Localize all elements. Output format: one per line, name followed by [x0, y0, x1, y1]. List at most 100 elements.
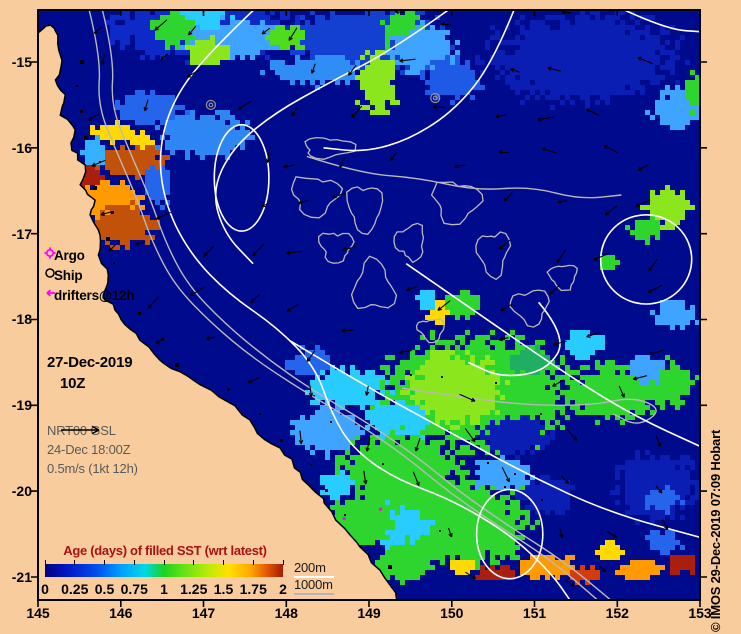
colorbar-gradient	[45, 564, 283, 577]
colorbar-tick	[133, 560, 135, 565]
map-plot-area	[38, 10, 700, 600]
sst-age-patch	[150, 10, 195, 50]
colorbar-tick-label: 0.5	[94, 581, 115, 597]
sst-age-patch	[115, 90, 190, 125]
colorbar-tick-label: 0.75	[120, 581, 148, 597]
sst-age-patch	[450, 560, 475, 575]
sst-age-patch	[145, 165, 170, 210]
colorbar-title: Age (days) of filled SST (wrt latest)	[63, 543, 267, 558]
reef-outline-contour	[304, 136, 357, 160]
argo-icon	[44, 247, 56, 259]
land-mass	[38, 24, 398, 600]
sea-level-contour	[467, 301, 561, 377]
lon-tick-label: 146	[109, 605, 133, 621]
legend-item-label: drifters@12h	[54, 287, 135, 303]
colorbar-tick-label: 1	[160, 581, 168, 597]
sea-level-contour	[323, 10, 515, 152]
depth-contour-sample-line	[294, 576, 334, 578]
colorbar-tick-label: 0	[41, 581, 49, 597]
sst-age-patch	[670, 555, 695, 575]
current-vector-arrows	[87, 10, 669, 587]
model-info-line: 24-Dec 18:00Z	[47, 442, 131, 457]
axis-ticks	[31, 10, 707, 607]
lon-tick-label: 151	[522, 605, 547, 621]
lon-tick-label: 153	[688, 605, 712, 621]
sst-age-patch	[260, 55, 360, 90]
lat-tick-label: -16	[11, 139, 32, 156]
colorbar-tick	[252, 560, 254, 565]
sst-age-patch	[475, 565, 515, 580]
model-block: NRT00 GSL 24-Dec 18:00Z 0.5m/s (1kt 12h)	[47, 421, 138, 478]
ship-icon	[45, 268, 55, 278]
lat-tick-label: -19	[11, 397, 32, 414]
reef-outline-contour	[546, 264, 579, 292]
lat-tick-label: -15	[11, 54, 32, 70]
sst-age-patch	[610, 450, 700, 525]
colorbar-tick	[104, 560, 105, 565]
sst-age-patch	[595, 540, 625, 560]
copyright-text: © IMOS 29-Dec-2019 07:09 Hobart	[708, 429, 723, 632]
sea-level-contour	[159, 10, 571, 600]
sst-age-patch	[565, 330, 605, 360]
legend-item-drifters-12h: drifters@12h	[42, 285, 135, 305]
colorbar-tick-label: 1.75	[239, 581, 267, 597]
bathymetry-contour	[88, 10, 599, 600]
sea-level-contour	[475, 488, 544, 580]
lat-tick-label: -18	[11, 311, 32, 328]
legend-item-argo: Argo	[42, 245, 85, 265]
lon-tick-label: 147	[191, 605, 216, 621]
depth-contour-legend: 200m 1000m	[294, 561, 334, 595]
lon-tick-label: 145	[26, 605, 50, 621]
reef-outline-contour	[346, 186, 384, 236]
ship-observation-marker	[205, 99, 217, 111]
reef-outline-contour	[415, 318, 445, 344]
legend-item-ship: Ship	[42, 265, 83, 285]
sst-age-patch	[475, 10, 690, 110]
analysis-time: 10Z	[60, 375, 86, 392]
reef-outline-contour	[317, 232, 355, 264]
sst-age-patch	[515, 475, 575, 515]
sea-level-contour	[213, 123, 270, 232]
bathymetry-contour	[101, 10, 612, 600]
colorbar-tick-label: 1.5	[213, 581, 234, 597]
colorbar-tick-label: 2	[279, 581, 287, 597]
legend-item-label: Argo	[54, 247, 85, 263]
lat-tick-label: -17	[11, 225, 32, 242]
lon-tick-label: 152	[605, 605, 629, 621]
sst-age-patch	[155, 110, 255, 160]
sea-level-contour	[214, 10, 449, 265]
sea-level-contour	[625, 10, 700, 33]
lon-tick-label: 149	[357, 605, 381, 621]
colorbar-tick	[223, 560, 224, 565]
ship-observation-marker	[430, 92, 441, 104]
ship-observation-marker-inner	[208, 102, 214, 108]
sst-age-patch	[80, 135, 105, 165]
depth-label-200m: 200m	[294, 560, 326, 575]
reef-outline-contour	[290, 176, 344, 219]
depth-contour-sample-line	[294, 593, 334, 595]
sst-age-patch	[570, 565, 600, 585]
colorbar-tick	[74, 560, 76, 565]
sst-age-patch	[290, 405, 365, 460]
lon-tick-label: 148	[274, 605, 298, 621]
sst-age-patch	[625, 215, 660, 245]
lon-tick-label: 150	[440, 605, 464, 621]
legend-item-label: Ship	[54, 267, 83, 283]
sst-age-patch	[365, 400, 430, 445]
sst-age-patch	[600, 255, 620, 270]
sst-age-patch	[685, 70, 700, 115]
current-scale-arrow-icon	[61, 425, 100, 435]
sst-age-patch	[415, 290, 435, 310]
colorbar-tick	[163, 560, 165, 565]
lat-tick-label: -20	[11, 483, 32, 500]
reef-outline-contour	[393, 222, 425, 264]
sst-age-patch	[400, 350, 510, 430]
colorbar-tick	[44, 560, 46, 565]
drifter-icon	[46, 289, 55, 297]
reef-outline-contour	[350, 255, 398, 310]
colorbar-tick-label: 0.25	[61, 581, 89, 597]
colorbar-tick-label: 1.25	[180, 581, 208, 597]
sst-age-patch	[615, 560, 665, 580]
